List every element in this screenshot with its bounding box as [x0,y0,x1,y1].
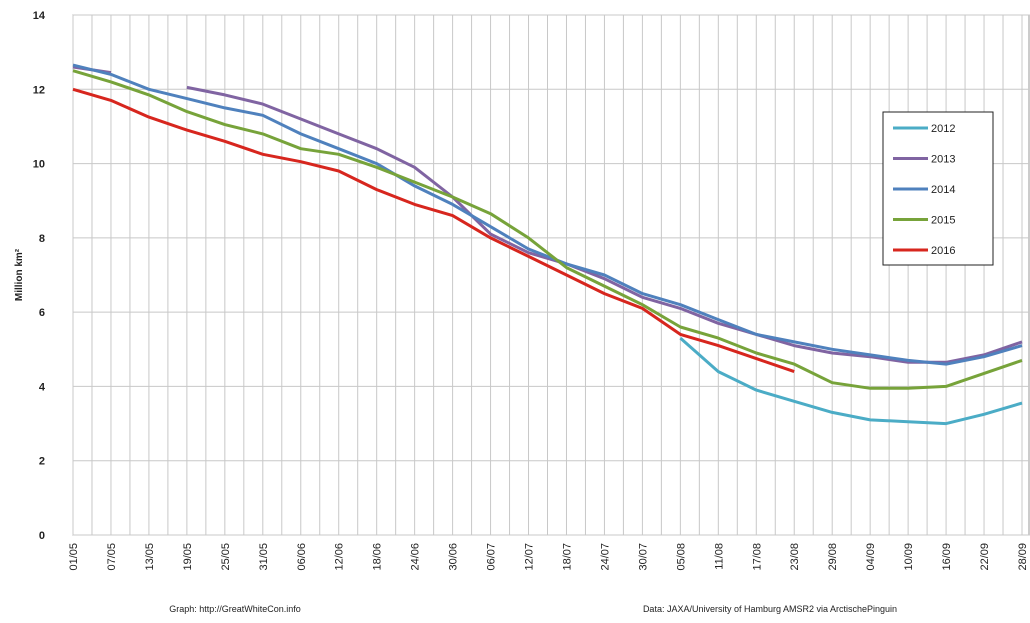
x-tick-label: 25/05 [220,543,232,571]
series-line [72,63,1023,366]
x-tick-label: 24/06 [410,543,422,571]
y-tick-label: 14 [33,10,46,22]
series-line [72,87,795,374]
y-tick-label: 4 [39,381,46,393]
x-tick-label: 18/06 [372,543,384,571]
y-tick-label: 10 [33,159,45,171]
x-tick-label: 30/07 [637,543,649,571]
y-tick-label: 8 [39,233,45,245]
legend-label: 2016 [931,245,955,257]
x-tick-label: 23/08 [789,543,801,571]
y-tick-label: 0 [39,530,45,542]
series-line [72,69,1023,390]
x-tick-label: 16/09 [941,543,953,571]
y-tick-label: 2 [39,456,45,468]
x-tick-label: 28/09 [1017,543,1029,571]
x-tick-label: 29/08 [827,543,839,571]
x-tick-label: 18/07 [561,543,573,571]
legend-label: 2015 [931,215,955,227]
x-tick-label: 19/05 [182,543,194,571]
legend-label: 2012 [931,123,955,135]
y-axis-label: Million km² [14,248,25,301]
x-tick-label: 10/09 [903,543,915,571]
y-tick-label: 12 [33,84,45,96]
x-tick-label: 06/06 [296,543,308,571]
x-tick-label: 24/07 [599,543,611,571]
x-tick-label: 12/07 [524,543,536,571]
x-tick-label: 04/09 [865,543,877,571]
x-tick-label: 22/09 [979,543,991,571]
series-line [679,336,1023,426]
x-tick-label: 05/08 [675,543,687,571]
x-tick-label: 12/06 [334,543,346,571]
footer-left: Graph: http://GreatWhiteCon.info [169,604,301,614]
x-tick-label: 30/06 [448,543,460,571]
x-tick-label: 01/05 [68,543,80,571]
x-tick-label: 31/05 [258,543,270,571]
x-tick-label: 06/07 [486,543,498,571]
legend-label: 2013 [931,154,955,166]
x-tick-label: 11/08 [713,543,725,570]
x-tick-label: 07/05 [106,543,118,571]
legend-label: 2014 [931,184,955,196]
x-tick-label: 17/08 [751,543,763,571]
y-tick-label: 6 [39,307,45,319]
footer-right: Data: JAXA/University of Hamburg AMSR2 v… [643,604,897,614]
x-tick-label: 13/05 [144,543,156,571]
